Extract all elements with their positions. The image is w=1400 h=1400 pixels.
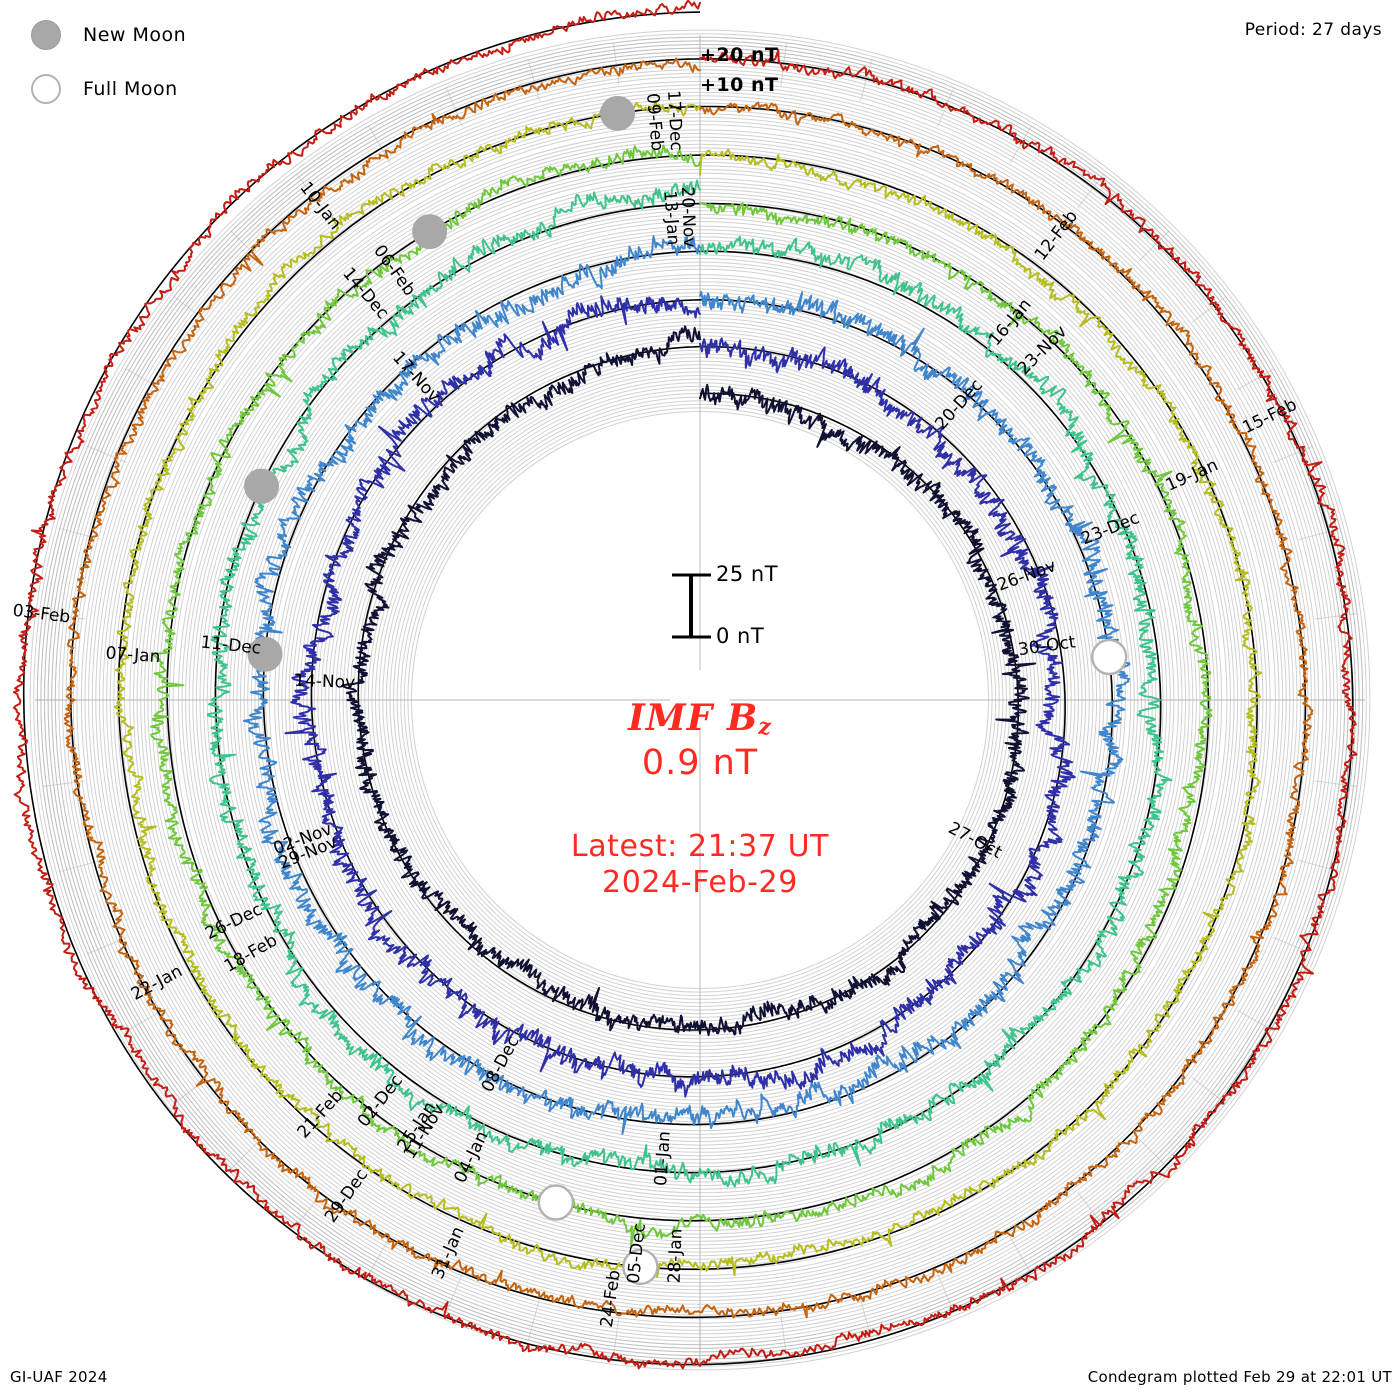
quantity-subscript: z (758, 714, 772, 741)
credit-left: GI-UAF 2024 (10, 1368, 108, 1386)
quantity-name: IMF B (628, 697, 759, 739)
moon-markers (244, 95, 1128, 1286)
new-moon-marker (412, 214, 448, 250)
data-traces (12, 0, 1358, 1370)
new-moon-marker (244, 468, 279, 504)
current-value: 0.9 nT (641, 743, 759, 784)
date-label: 01-Jan (651, 1130, 675, 1186)
new-moon-marker (247, 636, 283, 672)
full-moon-marker (622, 1248, 659, 1286)
full-moon-marker (1090, 638, 1128, 676)
latest-time: Latest: 21:37 UT (570, 829, 830, 865)
date-label: 13-Jan (659, 190, 683, 246)
moon-legend: New Moon Full Moon (26, 8, 286, 116)
legend-label-new-moon: New Moon (83, 24, 187, 46)
scalebar-top-label: 25 nT (716, 562, 779, 586)
date-label: 07-Jan (105, 643, 161, 667)
full-moon-marker (537, 1184, 575, 1221)
date-label: 14-Nov (294, 671, 356, 693)
legend-label-full-moon: Full Moon (83, 78, 178, 100)
legend-item-full-moon: Full Moon (26, 62, 286, 116)
full-moon-icon (31, 74, 61, 104)
latest-block: Latest: 21:37 UT 2024-Feb-29 (400, 829, 1000, 900)
new-moon-icon (31, 20, 61, 50)
legend-item-new-moon: New Moon (26, 8, 286, 62)
quantity-title: IMF Bz (400, 697, 1000, 741)
credit-right: Condegram plotted Feb 29 at 22:01 UT (1087, 1368, 1392, 1386)
scalebar-bottom-label: 0 nT (716, 624, 765, 648)
center-annotation: IMF Bz 0.9 nT Latest: 21:37 UT 2024-Feb-… (400, 697, 1000, 900)
new-moon-marker (600, 95, 636, 131)
amplitude-scalebar (672, 573, 711, 639)
latest-date: 2024-Feb-29 (602, 864, 798, 900)
period-label: Period: 27 days (1244, 20, 1382, 40)
date-label: 17-Dec (663, 90, 686, 152)
date-label: 28-Jan (665, 1228, 687, 1284)
amplitude-label-20: +20 nT (700, 44, 779, 66)
amplitude-label-10: +10 nT (700, 74, 779, 96)
date-label: 20-Nov (677, 186, 699, 248)
